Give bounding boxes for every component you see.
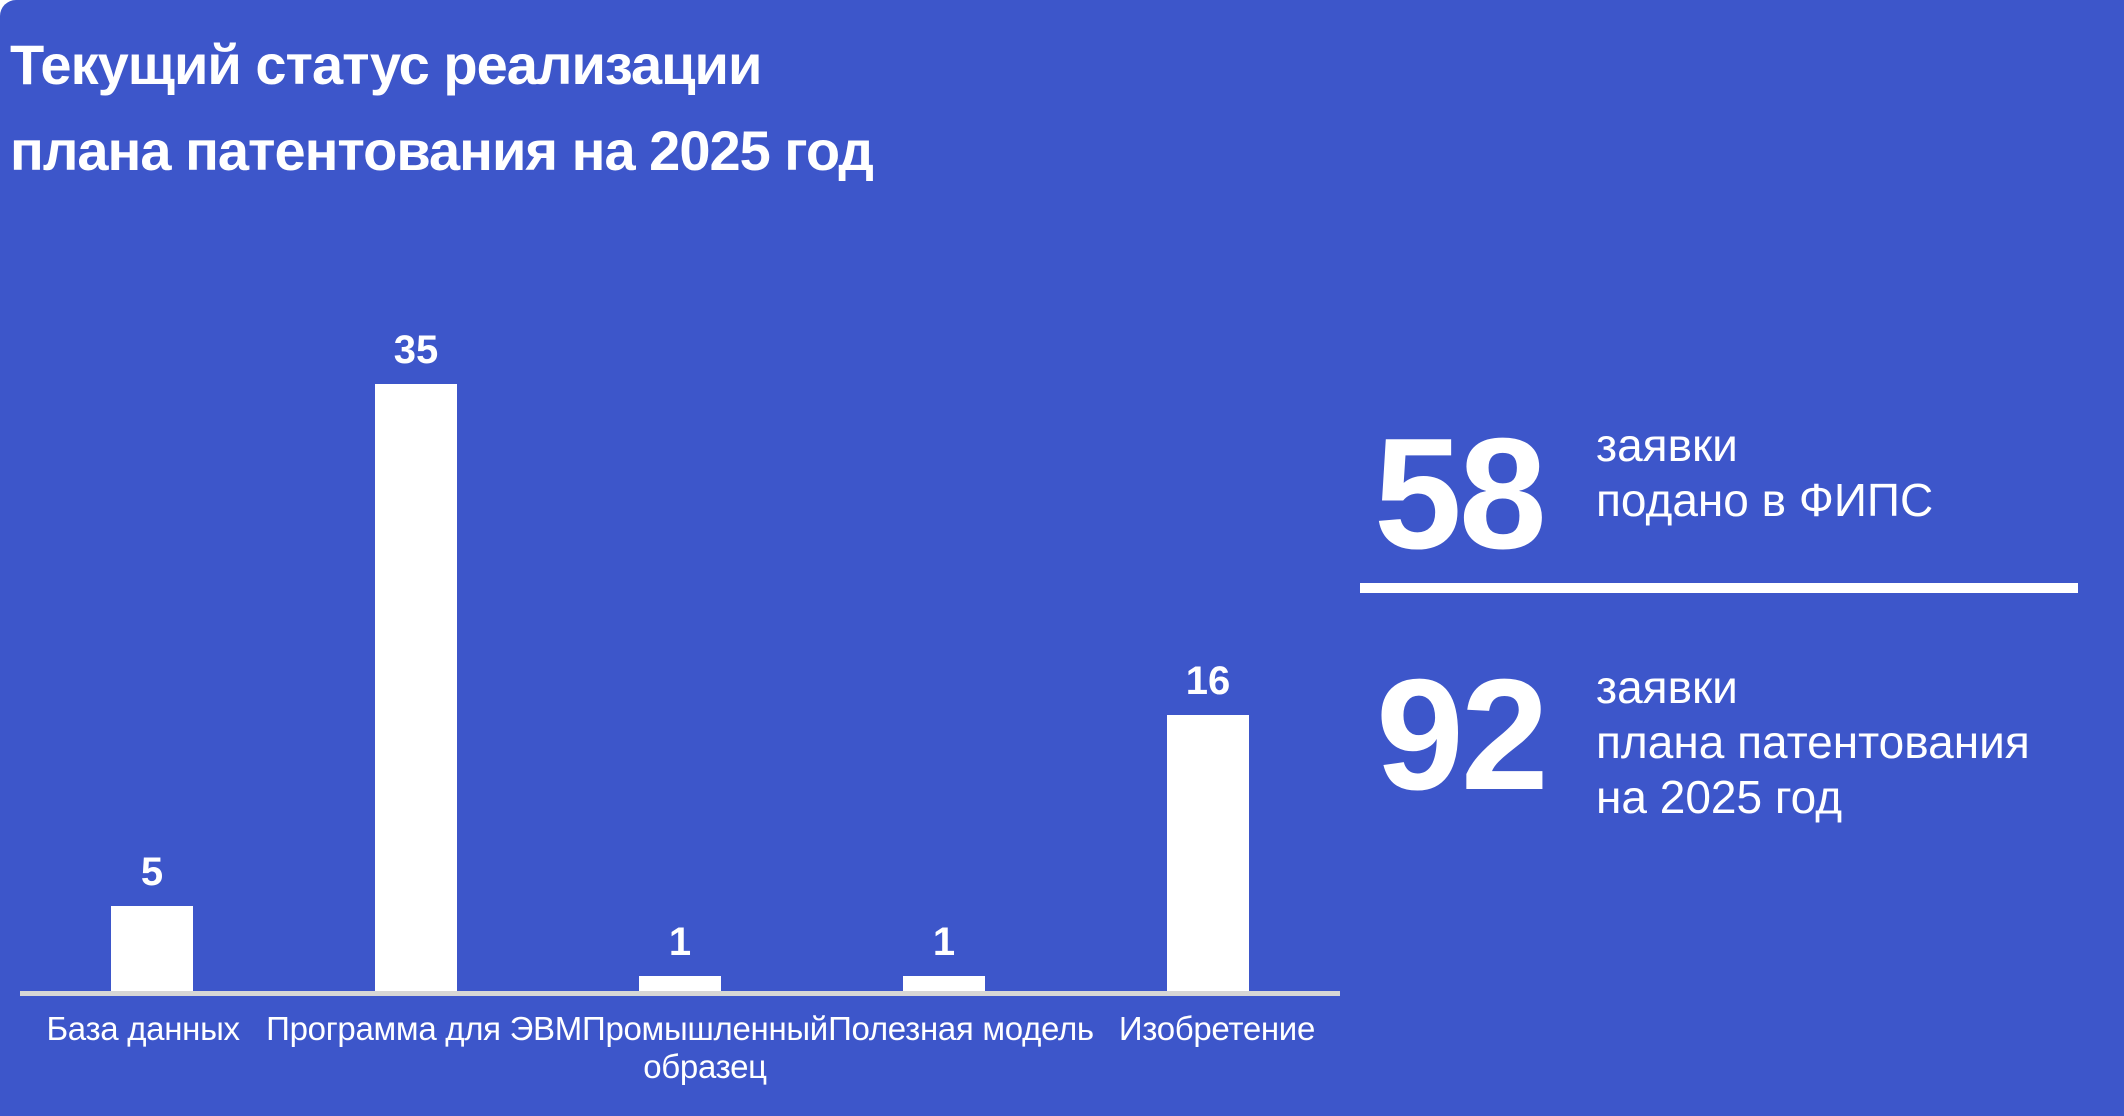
bar-category-label: Изобретение [1118,1010,1315,1047]
bar-value-label: 16 [1185,659,1231,703]
bar [639,976,721,993]
bar-category-label: Программа для ЭВМ [266,1010,582,1047]
bar-column: 35 [284,330,548,993]
stat-number-planned: 92 [1376,647,1549,823]
stat-label-planned-line-1: заявки [1596,661,1738,713]
stat-label-submitted-line-2: подано в ФИПС [1596,474,1934,526]
bar-category-label: Промышленный образец [582,1010,828,1085]
bar-column: 1 [548,340,812,993]
bar-chart: 5 35 1 1 16 [20,330,1340,993]
bar-column: 16 [1076,340,1340,993]
stat-label-planned-line-2: плана патентования [1596,716,2030,768]
slide-title-line-2: плана патентования на 2025 год [10,119,874,182]
stat-label-planned-line-3: на 2025 год [1596,771,1843,823]
slide-title-line-1: Текущий статус реализации [10,33,762,96]
bar-value-label: 1 [932,920,956,964]
bar-value-label: 1 [668,920,692,964]
bar-category-label: Полезная модель [828,1010,1094,1047]
slide-title: Текущий статус реализации плана патентов… [10,22,874,194]
x-axis-line [20,991,1340,996]
stat-label-planned: заявки плана патентования на 2025 год [1596,660,2030,825]
bar [375,384,457,993]
bar-value-label: 5 [140,850,164,894]
bar-column: 5 [20,340,284,993]
bar [111,906,193,993]
bar-category-label: База данных [46,1010,240,1047]
stats-divider-line [1360,583,2078,593]
bar-column: 1 [812,340,1076,993]
bar-chart-columns: 5 35 1 1 16 [20,330,1340,993]
category-label-row: База данных Программа для ЭВМ Промышленный… [20,1010,1340,1086]
bar-value-label: 35 [393,328,439,372]
stat-label-submitted: заявки подано в ФИПС [1596,418,1933,528]
bar [903,976,985,993]
bar [1167,715,1249,993]
stat-number-submitted: 58 [1374,406,1547,582]
stat-label-submitted-line-1: заявки [1596,419,1738,471]
